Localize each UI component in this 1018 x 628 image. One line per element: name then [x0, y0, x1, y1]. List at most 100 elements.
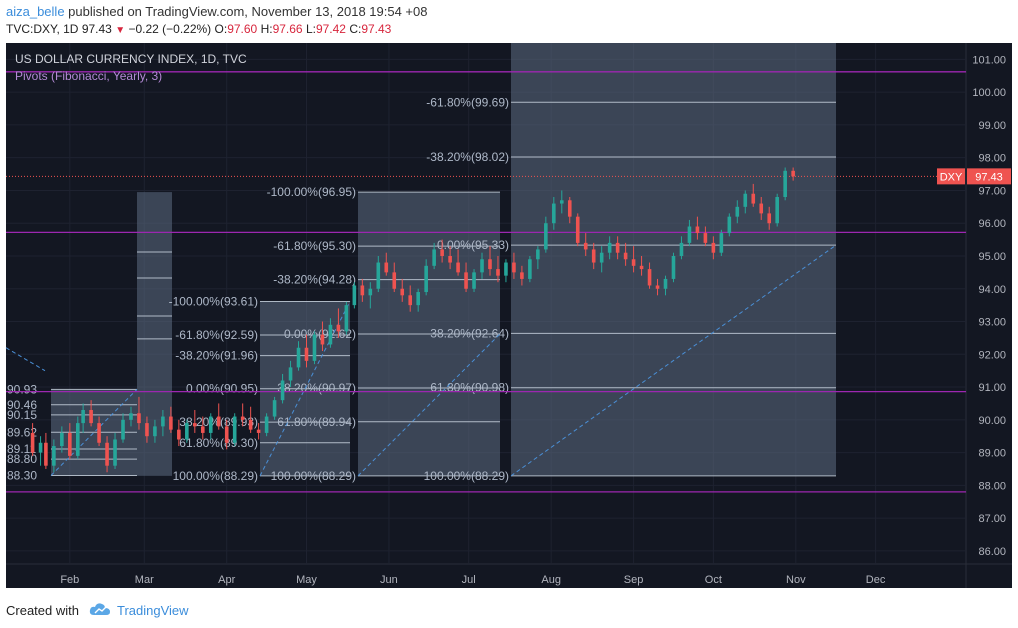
- candle-body: [496, 269, 500, 276]
- high-value: 97.66: [272, 22, 303, 36]
- tradingview-link[interactable]: TradingView: [116, 603, 189, 618]
- fib-level-label: 88.30: [7, 469, 37, 483]
- candle-body: [743, 193, 748, 207]
- candle-body: [544, 223, 548, 250]
- candle-body: [52, 446, 56, 466]
- candle-body: [185, 423, 189, 440]
- candle-body: [296, 347, 301, 368]
- candle-body: [424, 265, 428, 293]
- price-tick-label: 101.00: [972, 54, 1006, 66]
- fib-level-label: 100.00%(88.29): [173, 469, 258, 483]
- price-axis[interactable]: [966, 43, 1012, 564]
- candle-body: [30, 432, 35, 453]
- candle-body: [719, 233, 724, 253]
- indicator-label: Pivots (Fibonacci, Yearly, 3): [15, 69, 162, 83]
- candle-body: [360, 285, 365, 296]
- fib-level-label: 100.00%(88.29): [271, 469, 356, 483]
- publish-line: aiza_belle published on TradingView.com,…: [6, 4, 427, 19]
- candle-body: [81, 409, 85, 424]
- candle-body: [520, 272, 524, 279]
- candle-body: [224, 426, 229, 443]
- candle-body: [727, 216, 732, 234]
- symbol-badge: [937, 168, 965, 185]
- fib-level-label: 90.46: [7, 398, 37, 412]
- candle-body: [328, 324, 333, 345]
- candle-body: [528, 259, 532, 279]
- fib-level-label: -61.80%(92.59): [175, 328, 258, 342]
- candle-body: [599, 252, 604, 263]
- close-value: 97.43: [361, 22, 392, 36]
- price-tick-label: 97.00: [978, 185, 1006, 197]
- candle-body: [352, 285, 357, 306]
- candle-body: [623, 252, 628, 260]
- candle-body: [464, 272, 468, 289]
- candle-body: [679, 242, 684, 256]
- candle-body: [97, 423, 101, 443]
- candle-body: [320, 334, 325, 345]
- candle-body: [631, 259, 636, 266]
- candle-body: [559, 200, 564, 204]
- publisher-link[interactable]: aiza_belle: [6, 4, 65, 19]
- published-text: published on TradingView.com, November 1…: [68, 4, 428, 19]
- fib-level-label: 89.11: [7, 442, 36, 456]
- fib-level-label: 38.20%(90.97): [277, 381, 356, 395]
- candle-body: [105, 442, 109, 466]
- candle-body: [208, 416, 213, 433]
- candle-body: [767, 213, 772, 224]
- candle-body: [775, 197, 779, 224]
- open-value: 97.60: [227, 22, 258, 36]
- time-tick-label: Jun: [380, 574, 398, 586]
- candle-body: [663, 278, 668, 289]
- fib-level-label: -61.80%(95.30): [273, 239, 356, 253]
- candle-body: [240, 416, 245, 420]
- time-tick-label: May: [296, 574, 317, 586]
- candle-body: [312, 334, 317, 361]
- candle-body: [161, 416, 165, 427]
- candle-body: [671, 255, 676, 279]
- fib-level-label: -38.20%(91.96): [175, 349, 258, 363]
- candle-body: [695, 226, 700, 234]
- candle-body: [392, 272, 397, 289]
- created-with-label: Created with: [6, 603, 79, 618]
- candle-body: [591, 249, 596, 263]
- candle-body: [647, 269, 652, 286]
- price-tick-label: 89.00: [978, 448, 1006, 460]
- candle-body: [488, 259, 492, 270]
- candle-body: [751, 193, 756, 204]
- candle-body: [448, 255, 452, 263]
- time-axis[interactable]: [6, 564, 1012, 588]
- candle-body: [400, 288, 405, 296]
- candle-body: [232, 416, 237, 443]
- candle-body: [193, 423, 197, 427]
- candle-body: [552, 203, 556, 224]
- time-tick-label: Dec: [866, 574, 886, 586]
- candle-body: [791, 170, 795, 177]
- candle-body: [416, 292, 420, 306]
- candle-body: [536, 249, 540, 260]
- candle-body: [687, 226, 692, 243]
- candle-body: [575, 216, 580, 243]
- candle-body: [607, 242, 612, 253]
- candle-body: [336, 324, 341, 332]
- fib-level-label: 88.80: [7, 452, 37, 466]
- candle-body: [216, 416, 221, 427]
- candle-body: [177, 429, 181, 440]
- fib-level-label: -100.00%(96.95): [267, 185, 356, 199]
- candle-body: [504, 262, 508, 276]
- candle-body: [256, 429, 261, 433]
- candle-body: [153, 426, 157, 437]
- time-tick-label: Aug: [541, 574, 561, 586]
- time-tick-label: Nov: [786, 574, 806, 586]
- candle-body: [472, 272, 476, 289]
- fib-level-label: 89.62: [7, 425, 37, 439]
- candle-body: [200, 426, 205, 433]
- candle-body: [735, 206, 740, 217]
- price-tick-label: 87.00: [978, 513, 1006, 525]
- symbol-label: TVC:DXY, 1D: [6, 22, 79, 36]
- trend-line: [5, 347, 46, 372]
- candle-body: [512, 262, 516, 273]
- candle-body: [440, 249, 444, 256]
- candle-body: [583, 242, 588, 250]
- fib-level-label: 61.80%(89.30): [179, 436, 258, 450]
